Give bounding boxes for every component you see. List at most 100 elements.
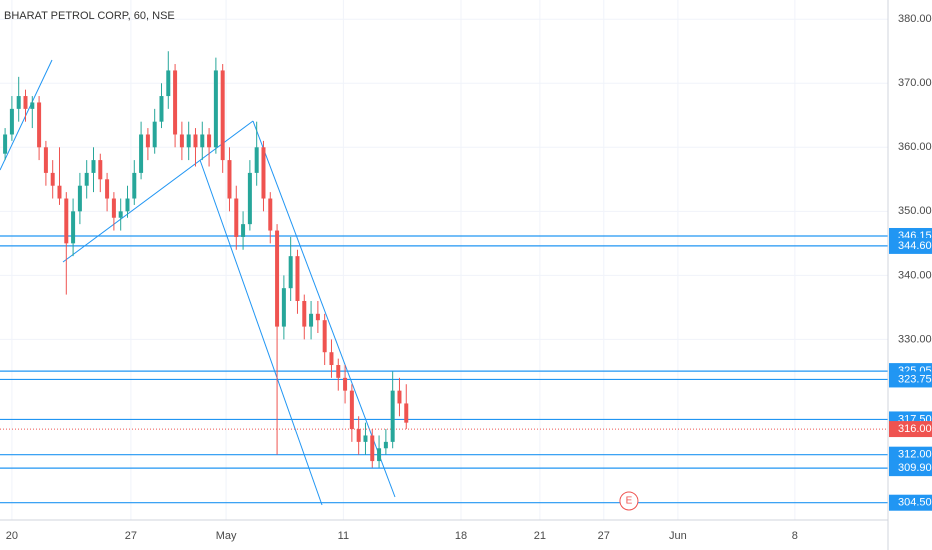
candle-body: [404, 403, 409, 423]
last-price-label: 316.00: [898, 423, 932, 435]
candle-body: [43, 147, 48, 173]
candle-body: [37, 102, 42, 148]
x-tick-label: 21: [534, 530, 546, 542]
candle-body: [356, 429, 361, 442]
trend-line: [0, 59, 53, 171]
candle-body: [84, 172, 89, 186]
candle-body: [349, 390, 354, 430]
axis-labels: 20 27 May 11 18 21 27 Jun 8 330.00 340.00 350.00 360…: [6, 13, 932, 542]
level-label: 312.00: [898, 449, 932, 461]
candle-body: [268, 198, 273, 231]
trend-line: [252, 120, 396, 498]
grid: [0, 0, 888, 520]
candle-body: [3, 134, 8, 154]
y-tick-label: 360.00: [898, 141, 932, 153]
candle-body: [118, 211, 123, 218]
y-tick-label: 350.00: [898, 205, 932, 217]
candle-body: [57, 185, 62, 199]
x-tick-label: 11: [338, 530, 349, 542]
chart-title: BHARAT PETROL CORP, 60, NSE: [4, 10, 175, 22]
candle-body: [30, 102, 35, 109]
candle-body: [254, 147, 259, 173]
candle-body: [383, 441, 388, 449]
candle-body: [377, 448, 382, 462]
candle-body: [370, 435, 375, 462]
candle-body: [179, 134, 184, 148]
candle-body: [322, 320, 327, 353]
candle-body: [397, 390, 402, 404]
candle-body: [77, 185, 82, 212]
candle-body: [139, 134, 144, 173]
candle-body: [145, 134, 150, 148]
level-label-box: [889, 494, 932, 511]
candle-body: [241, 224, 246, 237]
candle-body: [193, 134, 198, 148]
candle-body: [281, 288, 286, 327]
candle-body: [64, 198, 69, 244]
candle-body: [261, 147, 266, 199]
y-tick-label: 340.00: [898, 269, 932, 281]
candle-body: [71, 211, 76, 244]
candle-body: [363, 435, 368, 442]
candle-body: [91, 160, 96, 173]
candle-body: [166, 70, 171, 97]
candle-body: [111, 198, 116, 218]
candle-body: [23, 96, 28, 109]
x-tick-label: 20: [6, 530, 18, 542]
candle-body: [186, 134, 191, 148]
candle-body: [315, 313, 320, 321]
level-label: 344.60: [898, 240, 932, 252]
level-label: 323.75: [898, 373, 932, 385]
candle-body: [343, 377, 348, 391]
candle-body: [50, 172, 55, 186]
candle-body: [220, 70, 225, 161]
levels: [0, 235, 888, 504]
candle-body: [105, 179, 110, 199]
candle-body: [309, 313, 314, 327]
last-price-box: [889, 421, 932, 438]
candles: [3, 51, 409, 468]
candle-body: [16, 96, 21, 109]
y-tick-label: 330.00: [898, 333, 932, 345]
candle-body: [288, 256, 293, 289]
candle-body: [390, 390, 395, 442]
x-tick-label: 27: [125, 530, 137, 542]
x-tick-label: 27: [598, 530, 610, 542]
candle-body: [125, 198, 130, 212]
x-tick-label: Jun: [669, 530, 687, 542]
candle-body: [159, 96, 164, 122]
level-label-box: [889, 237, 932, 254]
trend-lines: [0, 59, 396, 506]
candle-body: [173, 70, 178, 135]
candle-body: [329, 352, 334, 366]
candle-body: [247, 172, 252, 225]
y-tick-label: 380.00: [898, 13, 932, 25]
candle-body: [234, 198, 239, 237]
level-label-box: [889, 446, 932, 463]
level-label: 309.90: [898, 462, 932, 474]
x-tick-label: 8: [792, 530, 798, 542]
earnings-label: E: [626, 496, 633, 507]
level-label-box: [889, 371, 932, 388]
candle-body: [98, 160, 103, 180]
candle-body: [152, 121, 157, 148]
candle-body: [227, 160, 232, 199]
level-label: 304.50: [898, 497, 932, 509]
candle-body: [295, 256, 300, 301]
earnings-marker: [619, 491, 639, 511]
level-label-box: [889, 460, 932, 477]
candle-body: [207, 134, 212, 148]
candle-body: [302, 300, 307, 327]
candle-body: [275, 230, 280, 327]
candle-body: [9, 108, 14, 135]
x-tick-label: 18: [455, 530, 467, 542]
trend-line: [199, 159, 323, 506]
x-tick-label: May: [216, 530, 237, 542]
candle-body: [213, 70, 218, 148]
y-tick-label: 370.00: [898, 77, 932, 89]
candle-body: [200, 134, 205, 148]
candle-body: [132, 172, 137, 199]
candle-body: [336, 365, 341, 378]
